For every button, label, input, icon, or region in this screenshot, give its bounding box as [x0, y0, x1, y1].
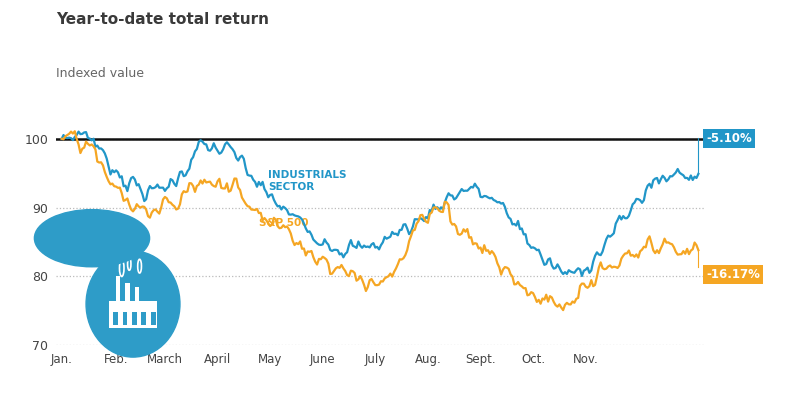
Text: Year-to-date total return: Year-to-date total return: [56, 12, 269, 27]
Text: Indexed value: Indexed value: [56, 67, 144, 81]
FancyBboxPatch shape: [142, 312, 146, 325]
FancyBboxPatch shape: [132, 312, 137, 325]
FancyBboxPatch shape: [135, 287, 138, 301]
Ellipse shape: [86, 251, 180, 357]
FancyBboxPatch shape: [151, 312, 155, 325]
FancyBboxPatch shape: [122, 312, 127, 325]
FancyBboxPatch shape: [109, 301, 158, 328]
Text: -5.10%: -5.10%: [706, 132, 752, 145]
FancyBboxPatch shape: [116, 276, 120, 301]
FancyBboxPatch shape: [114, 312, 118, 325]
Text: S&P 500: S&P 500: [259, 218, 308, 228]
Text: -16.17%: -16.17%: [706, 268, 760, 281]
Text: INDUSTRIALS
SECTOR: INDUSTRIALS SECTOR: [268, 170, 346, 192]
FancyBboxPatch shape: [125, 283, 130, 301]
